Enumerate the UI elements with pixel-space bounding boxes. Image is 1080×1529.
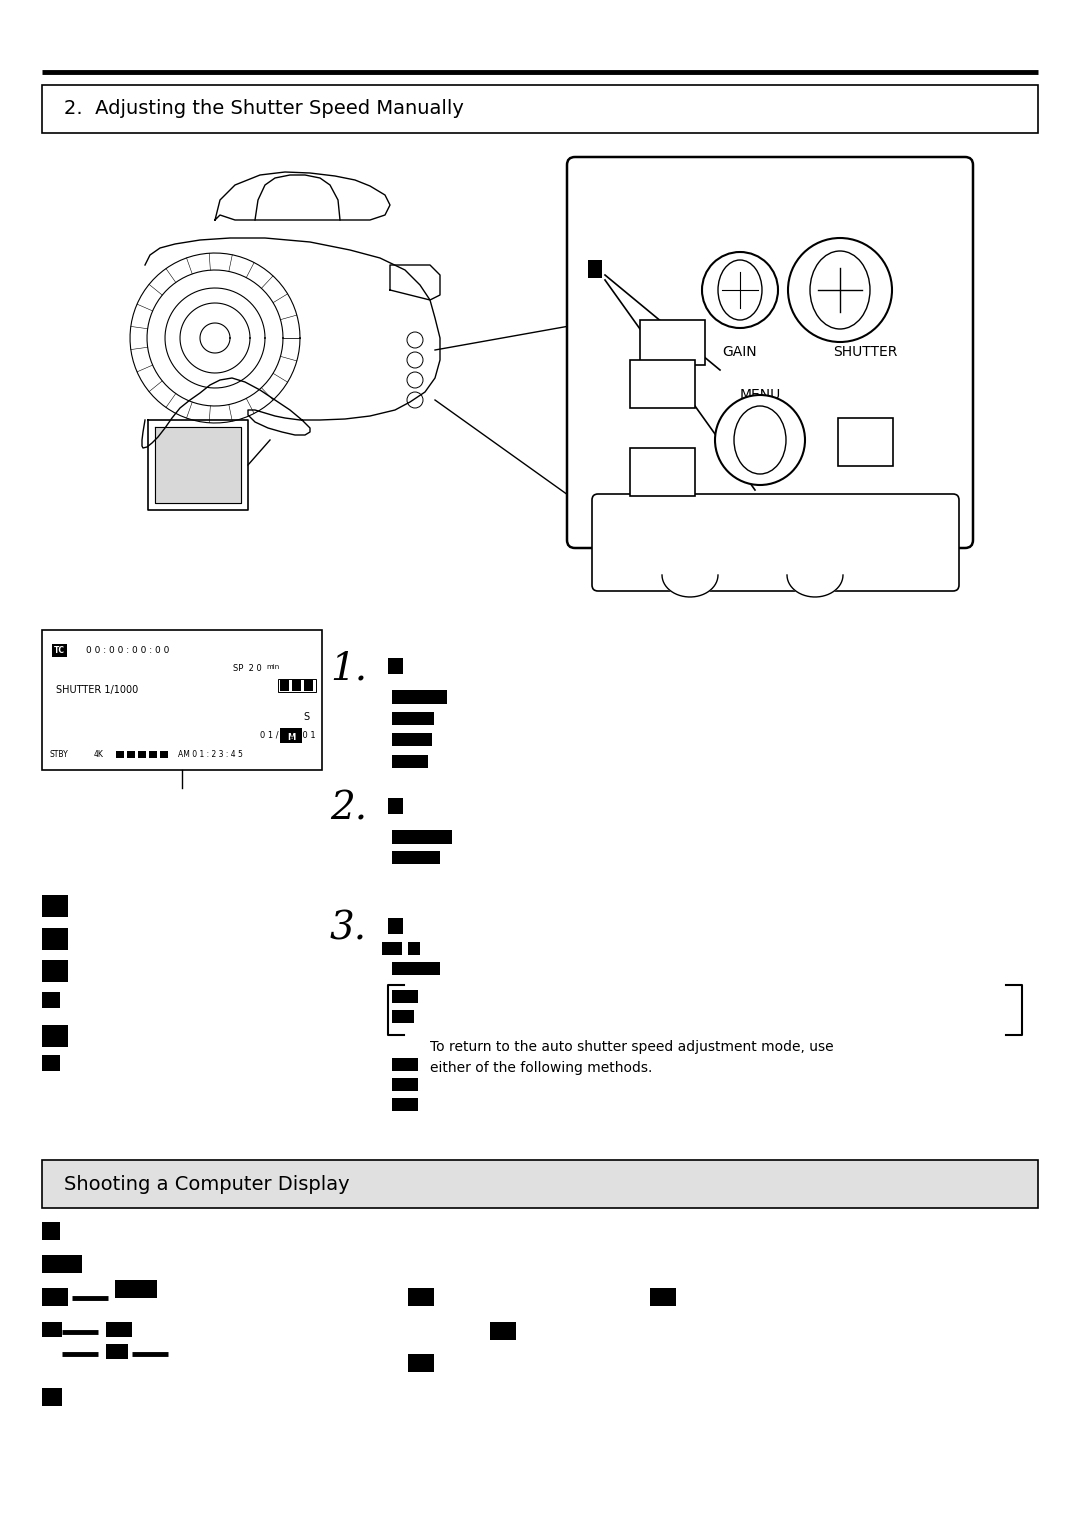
Bar bbox=[116, 751, 124, 758]
Bar bbox=[42, 86, 1038, 133]
Bar bbox=[408, 942, 420, 956]
Bar bbox=[650, 1287, 676, 1306]
FancyBboxPatch shape bbox=[592, 494, 959, 592]
Bar bbox=[303, 680, 313, 691]
Bar bbox=[280, 728, 302, 743]
Bar bbox=[382, 942, 402, 956]
Bar bbox=[630, 359, 696, 408]
Bar bbox=[106, 1344, 129, 1359]
Bar bbox=[127, 751, 135, 758]
Bar bbox=[392, 713, 434, 725]
Text: TC: TC bbox=[54, 645, 65, 654]
Circle shape bbox=[715, 394, 805, 485]
Text: 1.: 1. bbox=[330, 650, 367, 687]
Text: 0 0 : 0 0 : 0 0 : 0 0: 0 0 : 0 0 : 0 0 : 0 0 bbox=[86, 645, 170, 654]
Bar bbox=[42, 1287, 68, 1306]
Bar bbox=[408, 1287, 434, 1306]
Bar bbox=[388, 798, 403, 813]
Bar bbox=[392, 1098, 418, 1112]
Text: 4K: 4K bbox=[94, 751, 104, 758]
Ellipse shape bbox=[734, 407, 786, 474]
Bar bbox=[42, 1024, 68, 1047]
Bar bbox=[392, 852, 440, 864]
Text: 2.: 2. bbox=[330, 790, 367, 827]
Text: MENU: MENU bbox=[740, 388, 781, 402]
Bar bbox=[392, 1078, 418, 1092]
Bar bbox=[392, 690, 447, 703]
Bar bbox=[392, 755, 428, 768]
Bar bbox=[392, 732, 432, 746]
Bar bbox=[42, 1161, 1038, 1208]
Text: SP  2 0: SP 2 0 bbox=[233, 664, 262, 673]
Bar bbox=[42, 1255, 82, 1274]
Bar bbox=[42, 1323, 62, 1336]
Bar bbox=[42, 992, 60, 1008]
Polygon shape bbox=[156, 427, 241, 503]
Bar bbox=[42, 894, 68, 917]
Bar bbox=[588, 260, 602, 278]
Text: GAIN: GAIN bbox=[723, 346, 757, 359]
Circle shape bbox=[788, 239, 892, 342]
Bar bbox=[388, 917, 403, 934]
Ellipse shape bbox=[718, 260, 762, 320]
Bar bbox=[392, 1058, 418, 1070]
Text: 3.: 3. bbox=[330, 910, 367, 946]
Bar bbox=[42, 960, 68, 982]
Bar bbox=[42, 928, 68, 950]
Text: SHUTTER 1/1000: SHUTTER 1/1000 bbox=[56, 685, 138, 696]
Bar bbox=[42, 1222, 60, 1240]
Bar bbox=[114, 1280, 157, 1298]
Polygon shape bbox=[662, 575, 718, 596]
Bar bbox=[278, 679, 316, 693]
Bar bbox=[388, 657, 403, 674]
Text: min: min bbox=[266, 664, 280, 670]
Bar bbox=[490, 1323, 516, 1339]
Bar bbox=[42, 630, 322, 771]
Bar bbox=[149, 751, 157, 758]
Bar bbox=[42, 1055, 60, 1070]
Bar bbox=[838, 417, 893, 466]
Bar bbox=[392, 989, 418, 1003]
Bar bbox=[640, 320, 705, 365]
Bar bbox=[292, 680, 301, 691]
Bar bbox=[392, 1011, 414, 1023]
Text: M: M bbox=[287, 734, 295, 743]
Text: Shooting a Computer Display: Shooting a Computer Display bbox=[64, 1174, 350, 1194]
Bar bbox=[392, 830, 453, 844]
Text: 0 1 / 0 1 / 0 1: 0 1 / 0 1 / 0 1 bbox=[260, 729, 316, 739]
Ellipse shape bbox=[810, 251, 870, 329]
Circle shape bbox=[702, 252, 778, 329]
Bar bbox=[392, 962, 440, 976]
FancyBboxPatch shape bbox=[567, 157, 973, 547]
Bar bbox=[138, 751, 146, 758]
Text: AM 0 1 : 2 3 : 4 5: AM 0 1 : 2 3 : 4 5 bbox=[178, 751, 243, 758]
Bar bbox=[160, 751, 168, 758]
Text: To return to the auto shutter speed adjustment mode, use
either of the following: To return to the auto shutter speed adju… bbox=[430, 1040, 834, 1075]
Text: 2.  Adjusting the Shutter Speed Manually: 2. Adjusting the Shutter Speed Manually bbox=[64, 99, 464, 119]
Bar bbox=[280, 680, 289, 691]
Text: STBY: STBY bbox=[50, 751, 69, 758]
Text: S: S bbox=[303, 713, 310, 722]
Bar bbox=[106, 1323, 132, 1336]
Polygon shape bbox=[787, 575, 843, 596]
Bar bbox=[630, 448, 696, 495]
Bar bbox=[408, 1355, 434, 1372]
Bar bbox=[42, 1388, 62, 1407]
Text: SHUTTER: SHUTTER bbox=[833, 346, 897, 359]
